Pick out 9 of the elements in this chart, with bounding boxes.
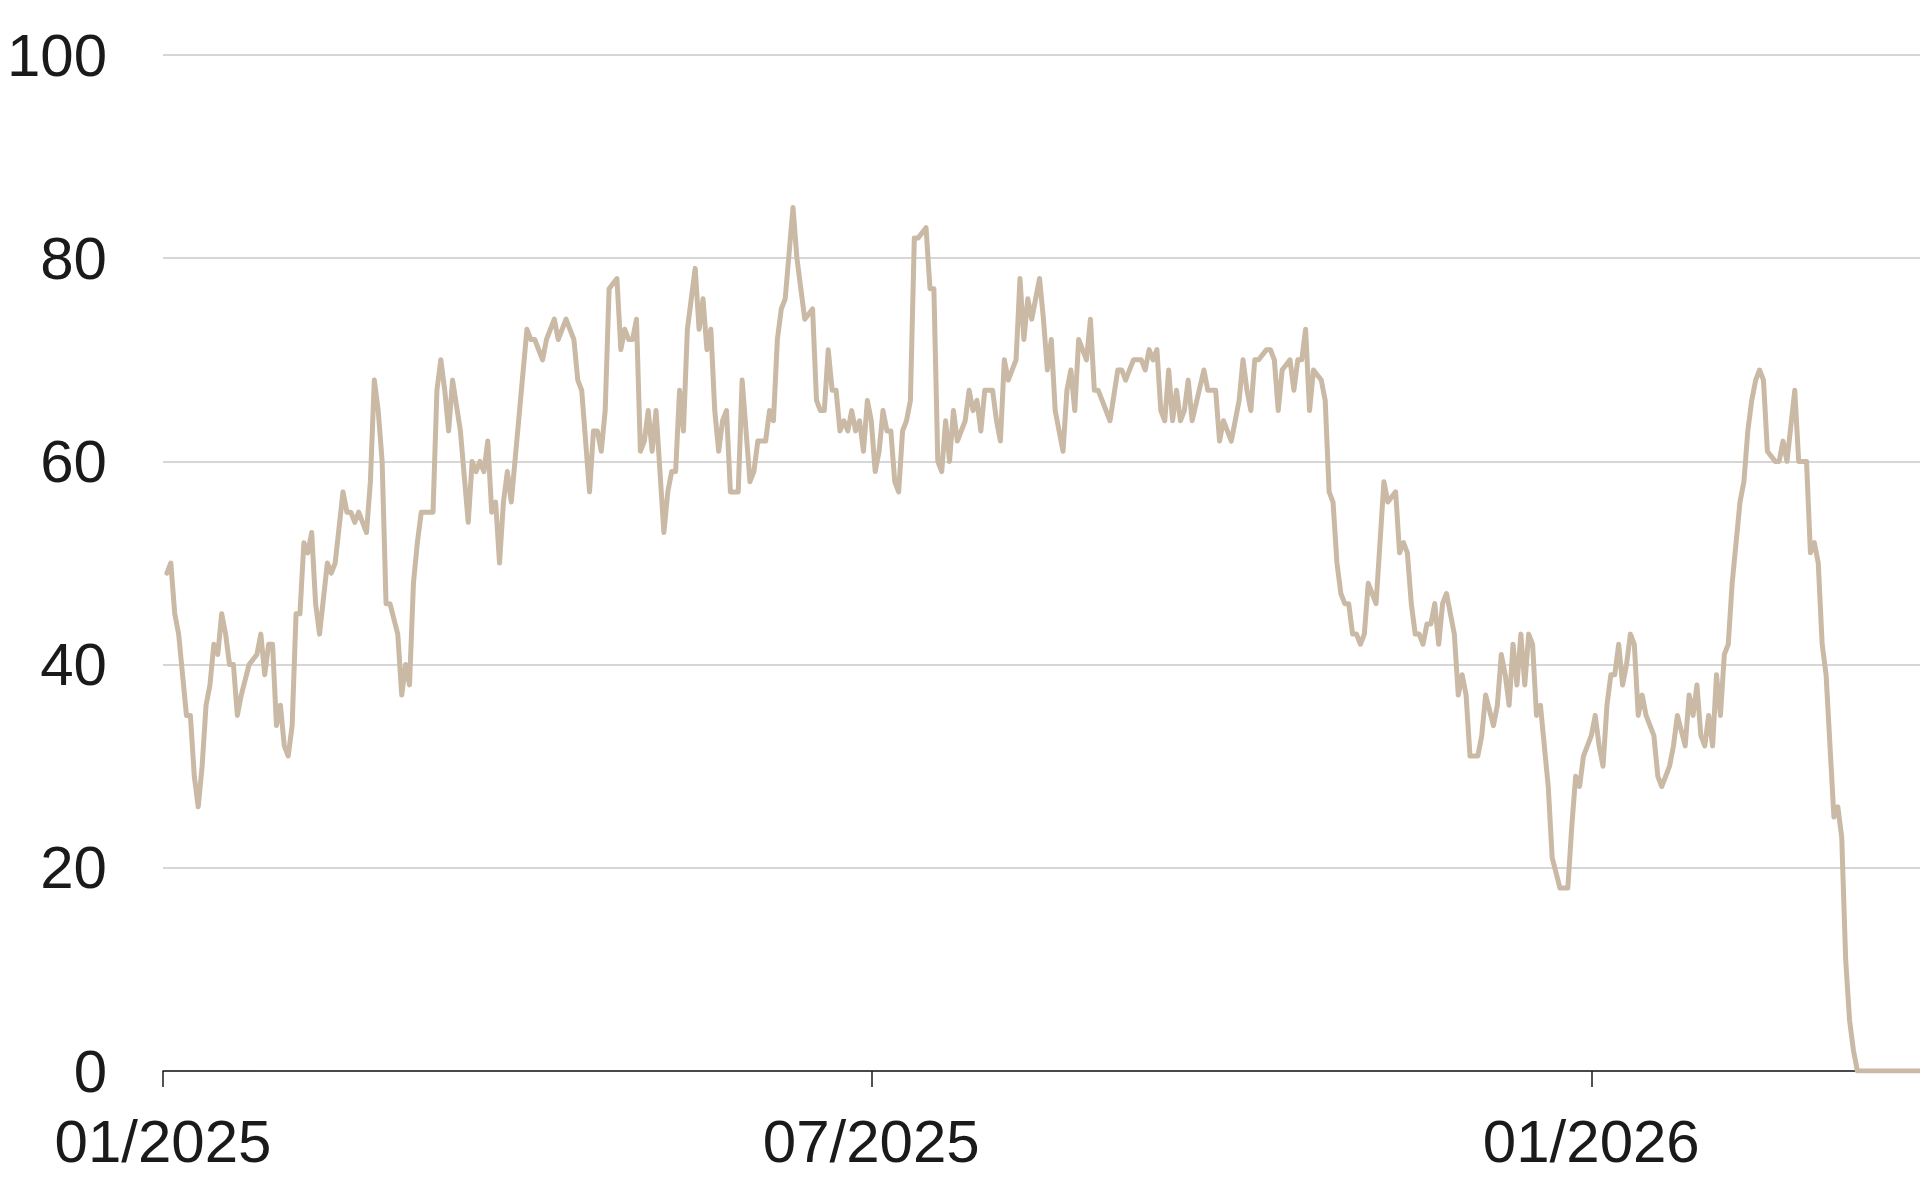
y-tick-label: 80 — [40, 224, 107, 292]
y-tick-label: 100 — [6, 21, 107, 89]
y-tick-label: 60 — [40, 427, 107, 495]
x-tick-label: 01/2026 — [1482, 1107, 1700, 1175]
y-tick-label: 40 — [40, 631, 107, 699]
y-tick-label: 0 — [73, 1037, 107, 1105]
y-tick-label: 20 — [40, 834, 107, 902]
x-tick-label: 01/2025 — [54, 1107, 272, 1175]
x-tick-label: 07/2025 — [762, 1107, 980, 1175]
